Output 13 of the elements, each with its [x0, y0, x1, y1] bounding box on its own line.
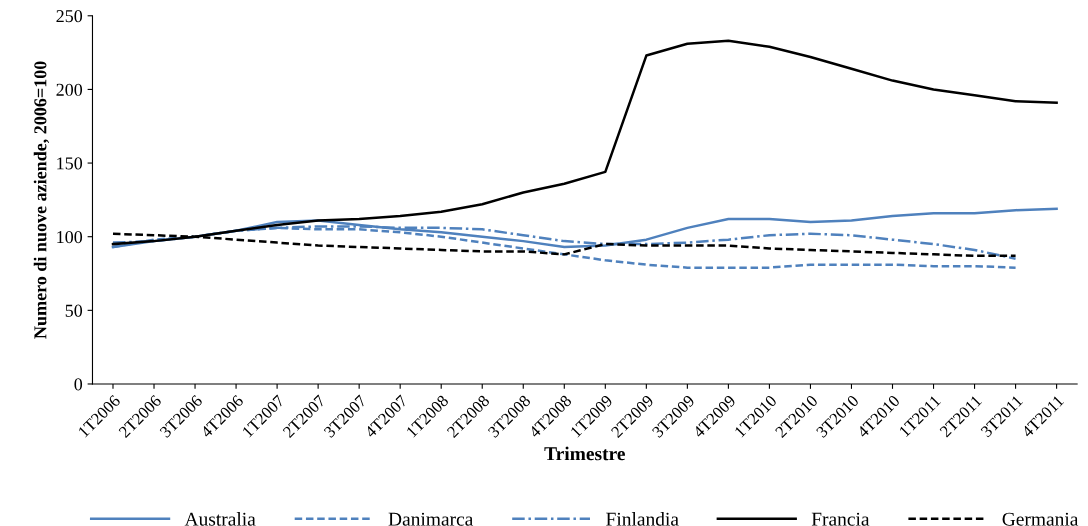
y-tick-label: 200 [56, 83, 83, 96]
y-tick-label: 50 [65, 304, 83, 317]
legend-label: Australia [184, 512, 256, 526]
legend-label: Germania [1002, 512, 1079, 526]
legend-label: Francia [811, 512, 870, 526]
x-axis-title: Trimestre [544, 446, 625, 461]
y-tick-label: 0 [74, 378, 83, 391]
y-tick-label: 250 [56, 10, 83, 23]
y-axis-title: Numero di nuove aziende, 2006=100 [33, 61, 50, 339]
legend-label: Finlandia [606, 512, 679, 526]
y-tick-label: 150 [57, 157, 83, 170]
y-tick-label: 100 [57, 230, 83, 244]
legend-label: Danimarca [388, 512, 474, 526]
